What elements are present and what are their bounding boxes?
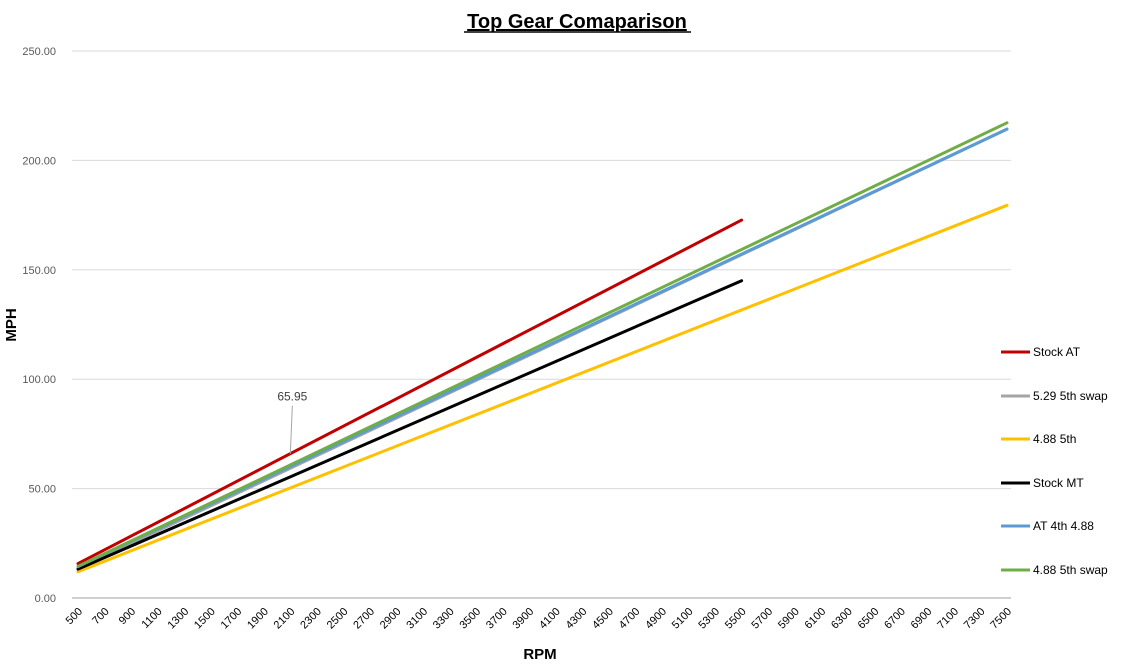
x-tick-label: 6500 [856, 606, 882, 632]
x-tick-label: 3100 [404, 606, 430, 632]
y-tick-label: 250.00 [22, 46, 56, 58]
x-tick-label: 5700 [749, 606, 775, 632]
series-lines [76, 121, 1009, 574]
x-tick-label: 4700 [617, 606, 643, 632]
x-tick-label: 4500 [590, 606, 616, 632]
y-tick-label: 200.00 [22, 155, 56, 167]
x-tick-label: 900 [117, 606, 138, 627]
x-tick-label: 2300 [298, 606, 324, 632]
legend-label: AT 4th 4.88 [1033, 519, 1094, 533]
x-tick-label: 5500 [723, 606, 749, 632]
y-tick-label: 50.00 [28, 484, 56, 496]
annotation-leader [289, 405, 293, 454]
legend-label: 4.88 5th swap [1033, 563, 1108, 577]
series-line [76, 121, 1009, 568]
x-tick-label: 7300 [962, 606, 988, 632]
x-tick-labels: 500 700 900 1100 1300 1500 1700 1900 2100 2300 250… [64, 606, 1014, 632]
y-tick-label: 0.00 [35, 593, 56, 605]
y-axis-label: MPH [3, 308, 20, 341]
x-tick-label: 700 [90, 606, 111, 627]
x-tick-label: 4100 [537, 606, 563, 632]
grid-lines [72, 50, 1011, 599]
x-tick-label: 2100 [272, 606, 298, 632]
x-tick-label: 2900 [378, 606, 404, 632]
legend-label: 4.88 5th [1033, 432, 1076, 446]
x-tick-label: 2700 [351, 606, 377, 632]
series-line [76, 218, 744, 566]
legend-label: Stock MT [1033, 476, 1084, 490]
x-tick-label: 6900 [909, 606, 935, 632]
x-tick-label: 1900 [245, 606, 271, 632]
annotation: 65.95 [277, 390, 308, 454]
y-tick-label: 100.00 [22, 374, 56, 386]
x-tick-label: 6100 [803, 606, 829, 632]
x-tick-label: 1700 [219, 606, 245, 632]
series-line [76, 279, 744, 571]
x-tick-label: 7500 [988, 606, 1014, 632]
legend: Stock AT 5.29 5th swap 4.88 5th Stock MT AT … [1001, 345, 1108, 577]
x-tick-label: 3300 [431, 606, 457, 632]
x-tick-label: 3900 [511, 606, 537, 632]
legend-label: 5.29 5th swap [1033, 389, 1108, 403]
x-tick-label: 3700 [484, 606, 510, 632]
x-axis-label: RPM [523, 646, 556, 663]
x-tick-label: 7100 [935, 606, 961, 632]
x-tick-label: 5100 [670, 606, 696, 632]
y-tick-labels: 0.00 50.00 100.00 150.00 200.00 250.00 [22, 46, 56, 605]
y-tick-label: 150.00 [22, 265, 56, 277]
annotation-label: 65.95 [277, 390, 307, 404]
chart-title: Top Gear Comaparison [467, 11, 687, 33]
x-tick-label: 4300 [564, 606, 590, 632]
x-tick-label: 2500 [325, 606, 351, 632]
x-tick-label: 3500 [457, 606, 483, 632]
x-tick-label: 4900 [643, 606, 669, 632]
x-tick-label: 5900 [776, 606, 802, 632]
series-line [76, 203, 1009, 574]
x-tick-label: 1500 [192, 606, 218, 632]
x-tick-label: 5300 [696, 606, 722, 632]
x-tick-label: 1100 [140, 606, 165, 631]
x-tick-label: 1300 [165, 606, 191, 632]
x-tick-label: 6300 [829, 606, 855, 632]
x-tick-label: 6700 [882, 606, 908, 632]
legend-label: Stock AT [1033, 345, 1081, 359]
x-tick-label: 500 [64, 606, 85, 627]
